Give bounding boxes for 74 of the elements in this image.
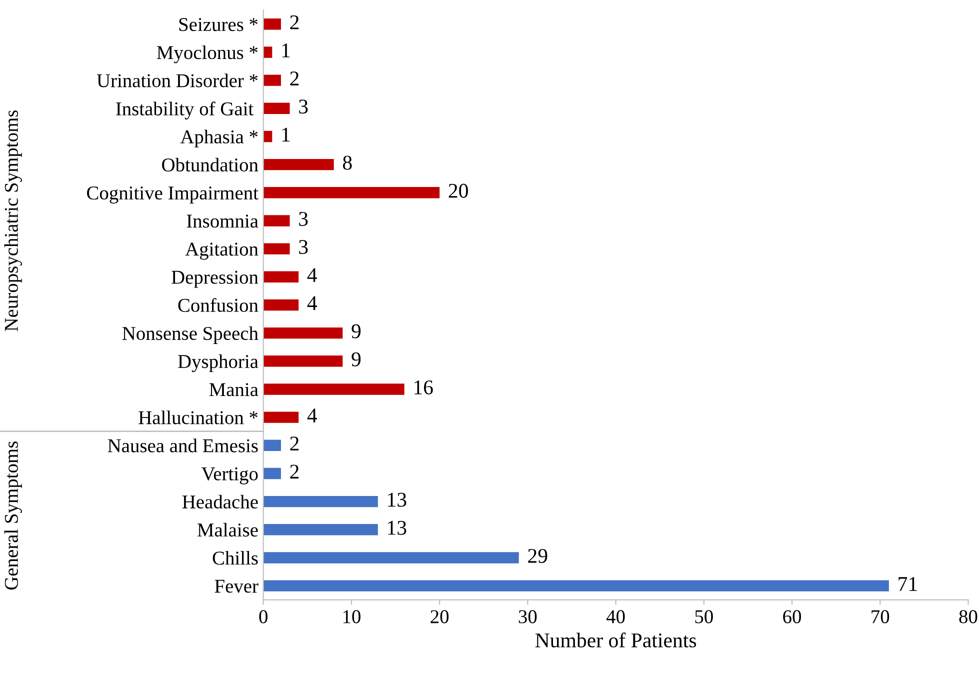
bar [263, 187, 440, 198]
bar [263, 215, 290, 226]
y-tick-label: Confusion [178, 298, 258, 312]
y-tick-label: Seizures * [179, 18, 258, 32]
bar [263, 327, 343, 339]
data-label: 3 [299, 240, 308, 254]
x-tick-label: 20 [430, 610, 449, 624]
data-label: 3 [299, 212, 308, 226]
text: Neuropsychiatric Symptoms [4, 110, 22, 332]
data-label: 9 [352, 324, 361, 338]
data-label: 1 [282, 128, 290, 142]
bar [263, 46, 272, 58]
bar [263, 299, 299, 311]
data-label: 2 [290, 436, 299, 450]
x-tick-label: 10 [343, 610, 360, 624]
bar [263, 158, 334, 170]
x-tick-label: 40 [606, 610, 625, 624]
data-label: 20 [448, 184, 468, 198]
y-tick-label: Hallucination * [138, 410, 258, 424]
bar [263, 74, 281, 86]
y-tick-label: Agitation [185, 242, 258, 260]
bar [263, 496, 378, 508]
x-tick-label: 50 [695, 610, 713, 624]
data-label: 2 [290, 72, 299, 86]
bar [263, 271, 299, 283]
y-tick-label: Insomnia [186, 214, 258, 228]
y-tick-label: Myoclonus * [156, 45, 258, 64]
y-tick-label: Urination Disorder * [96, 74, 258, 88]
bar [263, 468, 281, 480]
bar [263, 580, 889, 592]
y-tick-label: Obtundation [162, 158, 258, 172]
x-tick-label: 30 [518, 610, 537, 624]
y-tick-label: Dysphoria [178, 354, 258, 372]
data-label: 4 [307, 408, 318, 422]
y-tick-label: Vertigo [201, 467, 258, 484]
bar [263, 102, 290, 114]
y-tick-label: Headache [182, 494, 258, 509]
y-tick-label: Malaise [197, 522, 258, 537]
x-tick-label: 60 [783, 610, 801, 624]
data-label: 13 [388, 520, 406, 535]
y-tick-label: Nausea and Emesis [108, 438, 258, 452]
y-tick-label: Nonsense Speech [122, 326, 258, 344]
y-tick-label: Aphasia * [180, 130, 258, 148]
data-label: 4 [307, 268, 318, 282]
bar [263, 243, 290, 254]
data-label: 3 [299, 100, 308, 114]
bar [263, 356, 343, 367]
x-axis-title: Number of Patients [535, 632, 696, 648]
bar [263, 552, 519, 564]
y-tick-label: Chills [212, 550, 258, 565]
bar [263, 440, 281, 452]
bar [263, 18, 281, 30]
bar [263, 524, 378, 536]
text: General Symptoms [4, 442, 22, 590]
data-label: 16 [414, 380, 433, 394]
y-tick-label: Instability of Gait [116, 102, 254, 120]
x-tick-label: 80 [959, 610, 978, 624]
x-tick-label: 70 [872, 610, 890, 624]
bar [263, 412, 299, 423]
data-label: 13 [388, 492, 406, 507]
data-label: 1 [282, 43, 290, 58]
data-label: 8 [342, 156, 352, 170]
x-tick-label: 0 [259, 610, 268, 624]
data-label: 2 [290, 464, 299, 478]
bar [263, 384, 404, 395]
y-tick-label: Fever [214, 580, 258, 593]
y-tick-label: Depression [172, 270, 258, 288]
data-label: 2 [290, 15, 299, 30]
data-label: 4 [307, 296, 318, 310]
data-label: 9 [352, 352, 361, 366]
y-tick-label: Cognitive Impairment [87, 186, 258, 204]
data-label: 71 [898, 577, 917, 591]
data-label: 29 [528, 548, 548, 563]
y-tick-label: Mania [209, 383, 258, 396]
